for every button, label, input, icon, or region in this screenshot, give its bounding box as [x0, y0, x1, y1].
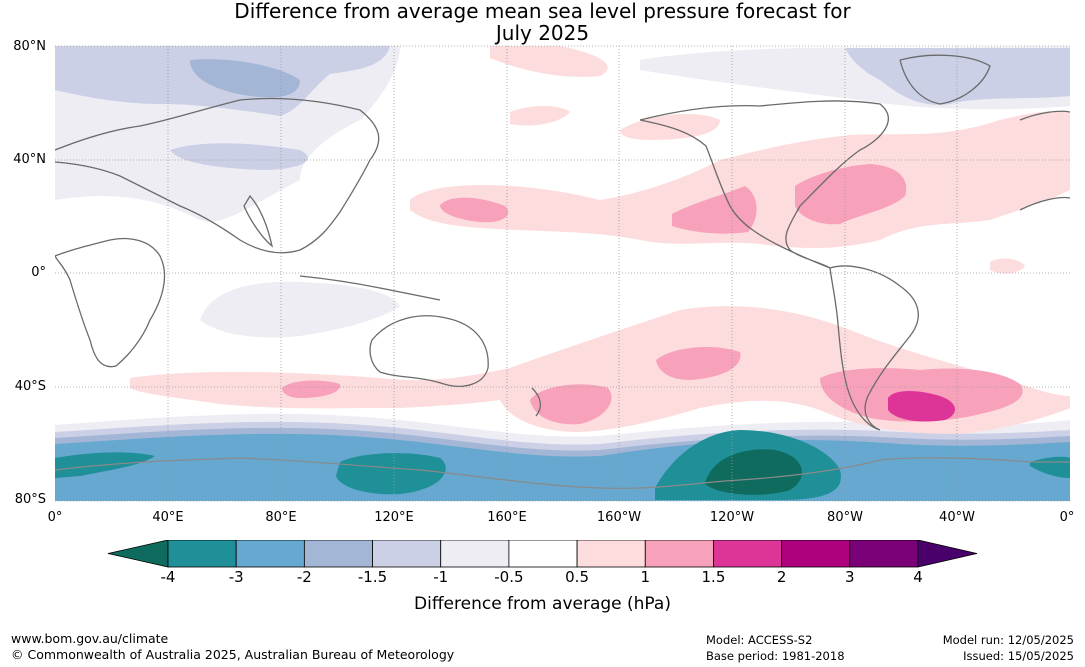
lon-label-160e: 160°E [487, 510, 527, 525]
legend-swatch-4 [440, 540, 510, 568]
anomaly-region-plus1-tasman [530, 384, 612, 425]
legend-title: Difference from average (hPa) [414, 594, 671, 614]
map-title: Difference from average mean sea level p… [0, 0, 1085, 44]
legend-tick-label: -1 [433, 568, 449, 586]
footer-base-period: Base period: 1981-2018 [706, 649, 845, 663]
lon-label-120w: 120°W [709, 510, 755, 525]
legend-arrow-high [917, 540, 978, 568]
legend-swatch-9 [781, 540, 851, 568]
anomaly-region-minus05-indian [200, 281, 400, 338]
legend-tick-label: -4 [160, 568, 176, 586]
lon-label-120e: 120°E [374, 510, 414, 525]
west-europe-outline [1019, 110, 1070, 211]
legend-swatch-1 [235, 540, 305, 568]
graticule [55, 45, 1070, 502]
footer-issued: Issued: 15/05/2025 [963, 649, 1074, 663]
europe-asia-outline [55, 97, 380, 254]
title-line-1: Difference from average mean sea level p… [234, 0, 851, 23]
australia-outline [369, 315, 489, 387]
lat-label-40n: 40°N [13, 152, 46, 167]
footer-model: Model: ACCESS-S2 [706, 633, 813, 647]
anomaly-region-minus4 [705, 449, 802, 495]
anomaly-region-plus15-south-atlantic [888, 391, 956, 422]
coastlines [55, 54, 1070, 431]
anomaly-region-plus1-south-pacific [656, 346, 741, 380]
greenland-outline [899, 54, 991, 105]
legend-swatch-3 [372, 540, 442, 568]
anomaly-region-plus05-subtropical [410, 110, 1070, 249]
legend-colorbar [107, 540, 978, 568]
anomaly-region-plus05-africa [990, 258, 1025, 274]
legend-tick-label: -1.5 [357, 568, 388, 586]
lon-label-40e: 40°E [152, 510, 184, 525]
footer-model-run: Model run: 12/05/2025 [942, 633, 1074, 647]
legend-swatch-0 [167, 540, 237, 568]
legend-tick-label: 4 [913, 568, 923, 586]
footer-copyright: © Commonwealth of Australia 2025, Austra… [11, 647, 455, 662]
lon-label-40w: 40°W [939, 510, 975, 525]
lat-label-40s: 40°S [14, 379, 46, 394]
legend-tick-label: -0.5 [494, 568, 524, 586]
lat-label-0: 0° [31, 265, 46, 280]
anomaly-region-plus1-npacific-west [440, 197, 509, 223]
lon-label-80e: 80°E [265, 510, 297, 525]
anomaly-region-plus05-npacific [510, 106, 570, 126]
legend-swatch-7 [644, 540, 714, 568]
anomaly-region-plus1-south-indian [282, 380, 341, 398]
antarctica-coastline [55, 457, 1070, 489]
south-america-outline [829, 265, 919, 431]
legend-tick-label: 3 [845, 568, 855, 586]
north-america-outline [639, 100, 889, 269]
title-line-2: July 2025 [495, 21, 590, 45]
legend-arrow-low [107, 540, 169, 568]
anomaly-region-plus1-atlantic [795, 164, 907, 225]
legend-tick-label: 2 [776, 568, 787, 586]
lat-label-80s: 80°S [14, 492, 46, 507]
legend-tick-label: 0.5 [565, 568, 589, 586]
anomaly-region-minus3-b [336, 453, 446, 495]
africa-outline [55, 237, 166, 368]
legend-swatch-6 [576, 540, 646, 568]
lat-label-80n: 80°N [13, 39, 46, 54]
legend-tick-label: -3 [228, 568, 244, 586]
lon-label-0-left: 0° [47, 510, 63, 525]
legend-swatch-2 [303, 540, 373, 568]
anomaly-region-minus1-eurasia [170, 143, 308, 170]
anomaly-region-plus05-arctic [490, 46, 608, 77]
legend-swatch-5 [508, 540, 578, 568]
indonesia-outline [299, 275, 441, 301]
legend-swatch-10 [849, 540, 919, 568]
pressure-anomaly-map [55, 45, 1070, 502]
anomaly-region-minus15-north [190, 59, 300, 98]
legend-tick-label: -2 [296, 568, 312, 586]
new-zealand-outline [531, 387, 542, 417]
anomaly-region-plus1-npacific-east [672, 186, 757, 234]
legend-swatch-8 [713, 540, 783, 568]
lon-label-0-right: 0° [1059, 510, 1075, 525]
legend-tick-label: 1.5 [701, 568, 726, 586]
india-outline [243, 194, 274, 248]
legend-tick-label: 1 [640, 568, 651, 586]
lon-label-160w: 160°W [596, 510, 642, 525]
footer-url: www.bom.gov.au/climate [11, 631, 169, 646]
lon-label-80w: 80°W [827, 510, 863, 525]
